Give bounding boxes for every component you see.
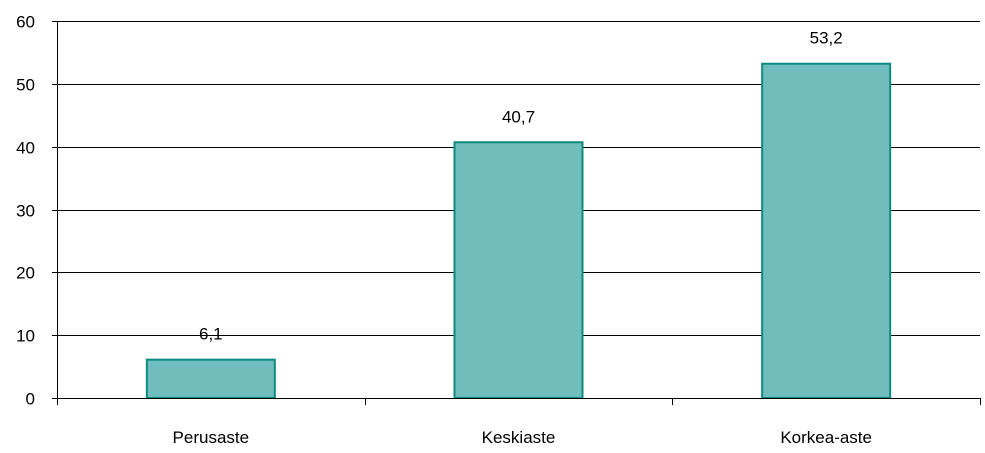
y-tick-label: 30	[16, 202, 35, 221]
y-tick-label: 20	[16, 264, 35, 283]
axes	[52, 21, 981, 405]
y-tick-label: 0	[26, 390, 35, 409]
data-label: 6,1	[199, 325, 223, 344]
y-tick-label: 10	[16, 327, 35, 346]
data-label: 53,2	[810, 29, 843, 48]
bar	[761, 62, 892, 400]
labels: 0 10 20 30 40 50 60 6,1 Perusaste 40,7 Keskiaste 53…	[16, 13, 872, 448]
y-tick-label: 40	[16, 139, 35, 158]
bar	[145, 358, 276, 399]
y-tick-label: 60	[16, 13, 35, 32]
x-category-label: Korkea-aste	[780, 428, 872, 447]
x-category-label: Keskiaste	[482, 428, 556, 447]
y-tick-label: 50	[16, 76, 35, 95]
bar	[453, 141, 584, 399]
x-category-label: Perusaste	[173, 428, 250, 447]
bars	[145, 62, 892, 400]
data-label: 40,7	[502, 107, 535, 126]
